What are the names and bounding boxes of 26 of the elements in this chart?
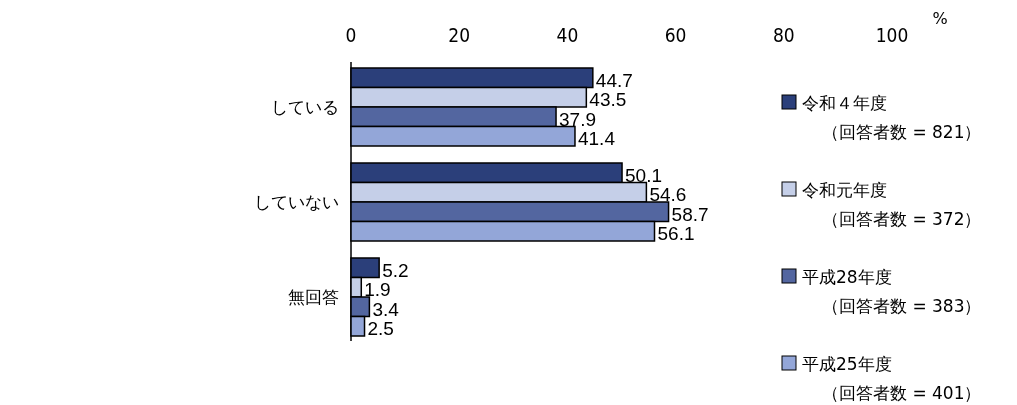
data-label: 44.7 xyxy=(595,69,633,91)
y-tick-label: 無回答 xyxy=(288,287,339,307)
x-tick-label: 40 xyxy=(556,24,579,46)
x-tick-label: 80 xyxy=(772,24,795,46)
data-label: 50.1 xyxy=(625,164,663,186)
y-tick-label: している xyxy=(271,97,339,117)
data-label: 58.7 xyxy=(671,203,709,225)
legend-label: 平成28年度（回答者数 = 383） xyxy=(802,267,982,316)
legend-label: 令和元年度（回答者数 = 372） xyxy=(802,180,982,229)
x-axis-title: % xyxy=(932,9,948,28)
x-tick-label: 20 xyxy=(448,24,471,46)
x-tick-label: 60 xyxy=(664,24,687,46)
data-label: 5.2 xyxy=(382,259,409,281)
data-label: 43.5 xyxy=(589,89,627,110)
legend-label: 平成25年度（回答者数 = 401） xyxy=(802,354,982,403)
data-label: 54.6 xyxy=(649,184,687,205)
data-label: 37.9 xyxy=(559,108,597,130)
x-tick-label: 0 xyxy=(345,24,357,46)
data-label: 41.4 xyxy=(577,128,616,149)
x-tick-label: 100 xyxy=(875,24,909,46)
data-label: 1.9 xyxy=(364,279,391,300)
y-tick-label: していない xyxy=(254,192,339,212)
legend-label: 令和４年度（回答者数 = 821） xyxy=(802,93,982,142)
data-label: 3.4 xyxy=(372,298,400,320)
data-label: 2.5 xyxy=(367,318,394,339)
data-label: 56.1 xyxy=(657,223,695,244)
